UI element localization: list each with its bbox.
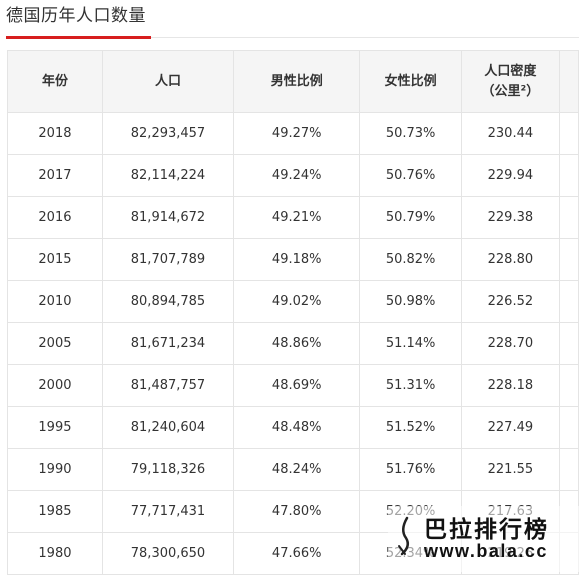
title-accent-underline — [6, 36, 151, 39]
cell-density: 230.44 — [460, 112, 560, 155]
cell-overflow — [558, 112, 579, 155]
cell-year: 2005 — [7, 322, 103, 365]
cell-population: 78,300,650 — [101, 532, 235, 575]
cell-density: 221.55 — [460, 448, 560, 491]
cell-female-ratio: 50.82% — [359, 238, 462, 281]
cell-density: 226.52 — [460, 280, 560, 323]
cell-male-ratio: 48.86% — [233, 322, 361, 365]
cell-population: 81,240,604 — [101, 406, 235, 449]
cell-year: 2015 — [7, 238, 103, 281]
cell-population: 81,707,789 — [101, 238, 235, 281]
cell-male-ratio: 48.24% — [233, 448, 361, 491]
cell-female-ratio: 51.52% — [359, 406, 462, 449]
cell-year: 2018 — [7, 112, 103, 155]
table-row: 2005 81,671,234 48.86% 51.14% 228.70 — [7, 322, 579, 365]
cell-overflow — [558, 406, 579, 449]
table-row: 2018 82,293,457 49.27% 50.73% 230.44 — [7, 112, 579, 155]
cell-population: 77,717,431 — [101, 490, 235, 533]
cell-population: 82,293,457 — [101, 112, 235, 155]
cell-population: 81,671,234 — [101, 322, 235, 365]
cell-overflow — [558, 154, 579, 197]
cell-population: 81,487,757 — [101, 364, 235, 407]
watermark-url: www.bala.cc — [424, 541, 548, 561]
cell-population: 82,114,224 — [101, 154, 235, 197]
site-watermark: 巴拉排行榜 www.bala.cc — [388, 506, 579, 572]
col-header-male-ratio: 男性比例 — [233, 50, 361, 113]
col-header-population: 人口 — [101, 50, 235, 113]
title-divider — [6, 37, 579, 38]
cell-density: 229.94 — [460, 154, 560, 197]
cell-density: 227.49 — [460, 406, 560, 449]
cell-overflow — [558, 322, 579, 365]
page-title: 德国历年人口数量 — [6, 6, 146, 26]
table-row: 2000 81,487,757 48.69% 51.31% 228.18 — [7, 364, 579, 407]
cell-density: 229.38 — [460, 196, 560, 239]
cell-population: 81,914,672 — [101, 196, 235, 239]
watermark-logo-icon — [398, 516, 410, 556]
cell-year: 1995 — [7, 406, 103, 449]
cell-year: 1990 — [7, 448, 103, 491]
cell-male-ratio: 49.24% — [233, 154, 361, 197]
cell-female-ratio: 50.98% — [359, 280, 462, 323]
cell-overflow — [558, 238, 579, 281]
cell-population: 79,118,326 — [101, 448, 235, 491]
col-header-overflow — [558, 50, 579, 113]
table-header-row: 年份 人口 男性比例 女性比例 人口密度 （公里²） — [7, 50, 579, 113]
cell-year: 2000 — [7, 364, 103, 407]
cell-male-ratio: 49.02% — [233, 280, 361, 323]
cell-female-ratio: 51.14% — [359, 322, 462, 365]
cell-overflow — [558, 196, 579, 239]
cell-overflow — [558, 448, 579, 491]
cell-female-ratio: 50.73% — [359, 112, 462, 155]
table-row: 2015 81,707,789 49.18% 50.82% 228.80 — [7, 238, 579, 281]
cell-year: 2016 — [7, 196, 103, 239]
table-row: 2016 81,914,672 49.21% 50.79% 229.38 — [7, 196, 579, 239]
cell-year: 1980 — [7, 532, 103, 575]
cell-density: 228.80 — [460, 238, 560, 281]
table-row: 1990 79,118,326 48.24% 51.76% 221.55 — [7, 448, 579, 491]
cell-male-ratio: 49.18% — [233, 238, 361, 281]
cell-density: 228.18 — [460, 364, 560, 407]
cell-female-ratio: 51.31% — [359, 364, 462, 407]
col-header-density-unit: （公里²） — [481, 83, 540, 99]
cell-density: 228.70 — [460, 322, 560, 365]
cell-year: 1985 — [7, 490, 103, 533]
cell-male-ratio: 47.80% — [233, 490, 361, 533]
cell-year: 2010 — [7, 280, 103, 323]
watermark-name: 巴拉排行榜 — [424, 517, 549, 543]
table-row: 1995 81,240,604 48.48% 51.52% 227.49 — [7, 406, 579, 449]
cell-year: 2017 — [7, 154, 103, 197]
cell-female-ratio: 51.76% — [359, 448, 462, 491]
table-row: 2010 80,894,785 49.02% 50.98% 226.52 — [7, 280, 579, 323]
cell-overflow — [558, 364, 579, 407]
col-header-year: 年份 — [7, 50, 103, 113]
cell-male-ratio: 49.27% — [233, 112, 361, 155]
cell-overflow — [558, 280, 579, 323]
col-header-density-label: 人口密度 — [484, 63, 537, 79]
table-row: 2017 82,114,224 49.24% 50.76% 229.94 — [7, 154, 579, 197]
col-header-density: 人口密度 （公里²） — [460, 50, 560, 113]
cell-male-ratio: 47.66% — [233, 532, 361, 575]
cell-population: 80,894,785 — [101, 280, 235, 323]
col-header-female-ratio: 女性比例 — [359, 50, 462, 113]
cell-male-ratio: 48.69% — [233, 364, 361, 407]
population-table: 年份 人口 男性比例 女性比例 人口密度 （公里²） 2018 82,293,45… — [7, 50, 579, 575]
cell-male-ratio: 48.48% — [233, 406, 361, 449]
cell-female-ratio: 50.79% — [359, 196, 462, 239]
cell-male-ratio: 49.21% — [233, 196, 361, 239]
cell-female-ratio: 50.76% — [359, 154, 462, 197]
